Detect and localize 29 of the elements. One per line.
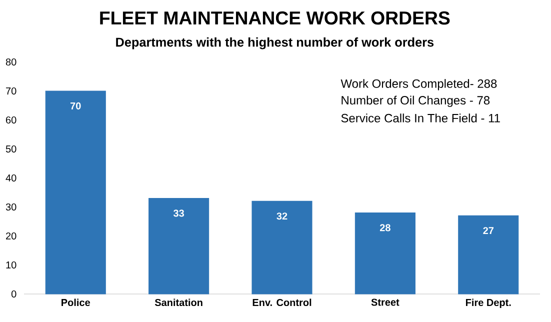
bar	[148, 198, 210, 294]
annotation: Number of Oil Changes - 78	[342, 96, 490, 107]
y-tick-label: 80	[6, 58, 16, 66]
chart-subtitle: Departments with the highest number of work orders	[116, 37, 434, 50]
bar	[45, 90, 106, 294]
y-tick-label: 70	[6, 87, 16, 95]
y-tick-label: 20	[6, 232, 16, 240]
x-tick-label: Env. Control	[252, 298, 312, 306]
bar	[252, 200, 312, 294]
y-tick-label: 10	[6, 261, 16, 269]
data-label: 70	[70, 102, 81, 110]
y-tick-label: 0	[11, 290, 16, 298]
data-label: 27	[483, 227, 494, 234]
bar	[354, 212, 416, 294]
chart-title: FLEET MAINTENANCE WORK ORDERS	[100, 11, 450, 25]
bar	[458, 215, 519, 294]
data-label: 32	[276, 212, 288, 220]
y-tick-label: 40	[6, 174, 16, 182]
data-label: 28	[380, 224, 390, 232]
x-tick-label: Police	[62, 298, 90, 306]
annotation: Work Orders Completed- 288	[340, 79, 497, 90]
data-label: 33	[173, 210, 184, 217]
y-tick-label: 30	[6, 203, 16, 211]
annotation: Service Calls In The Field - 11	[341, 114, 500, 122]
x-tick-label: Street	[371, 298, 400, 306]
x-tick-label: Fire Dept.	[466, 298, 511, 308]
x-tick-label: Sanitation	[154, 298, 202, 306]
y-tick-label: 50	[6, 145, 16, 153]
y-tick-label: 60	[6, 116, 16, 124]
